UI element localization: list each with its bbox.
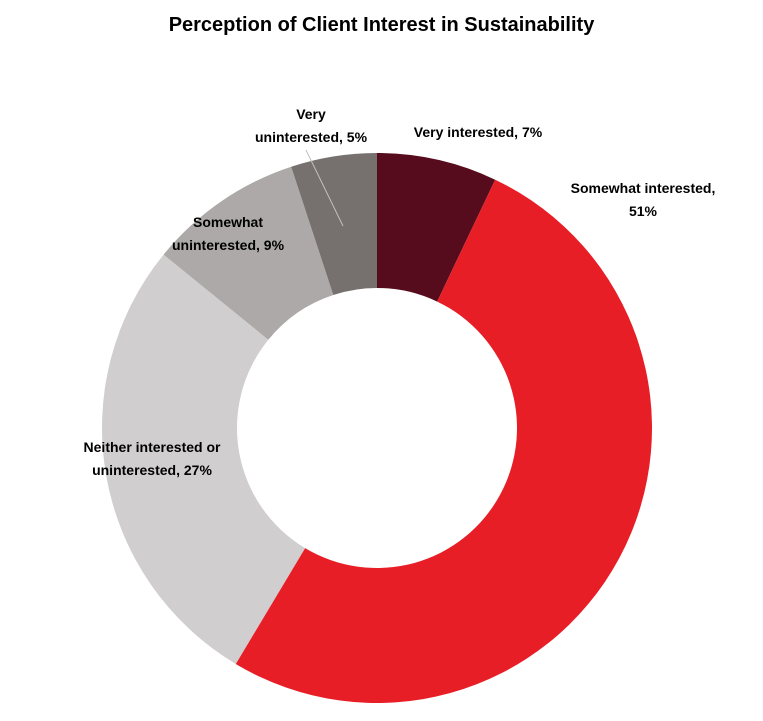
leader-line-very-uninterested	[305, 149, 344, 227]
label-somewhat-uninterested: Somewhat uninterested, 9%	[172, 214, 285, 253]
label-line: uninterested, 5%	[255, 129, 368, 145]
donut-slices	[102, 153, 653, 704]
label-line: Very	[296, 106, 326, 122]
label-line: Very interested, 7%	[414, 124, 543, 140]
label-line: uninterested, 27%	[92, 462, 212, 478]
label-very-uninterested: Very uninterested, 5%	[255, 106, 368, 145]
slice-somewhat-interested	[235, 179, 653, 704]
slice-very-uninterested	[291, 153, 377, 295]
label-line: Somewhat interested,	[571, 180, 716, 196]
label-line: Somewhat	[193, 214, 263, 230]
leader-lines	[305, 149, 344, 227]
label-line: 51%	[629, 203, 658, 219]
label-very-interested: Very interested, 7%	[414, 124, 543, 140]
label-somewhat-interested: Somewhat interested, 51%	[571, 180, 716, 219]
label-line: uninterested, 9%	[172, 237, 285, 253]
label-line: Neither interested or	[84, 439, 221, 455]
slice-very-interested	[377, 153, 496, 302]
slice-labels: Very interested, 7% Somewhat interested, 5…	[84, 106, 716, 478]
slice-somewhat-uninterested	[163, 166, 334, 340]
slice-neither-interested-or-uninterested	[102, 254, 306, 664]
chart-title: Perception of Client Interest in Sustain…	[168, 14, 595, 36]
label-neither-interested-or-uninterested: Neither interested or uninterested, 27%	[84, 439, 221, 478]
